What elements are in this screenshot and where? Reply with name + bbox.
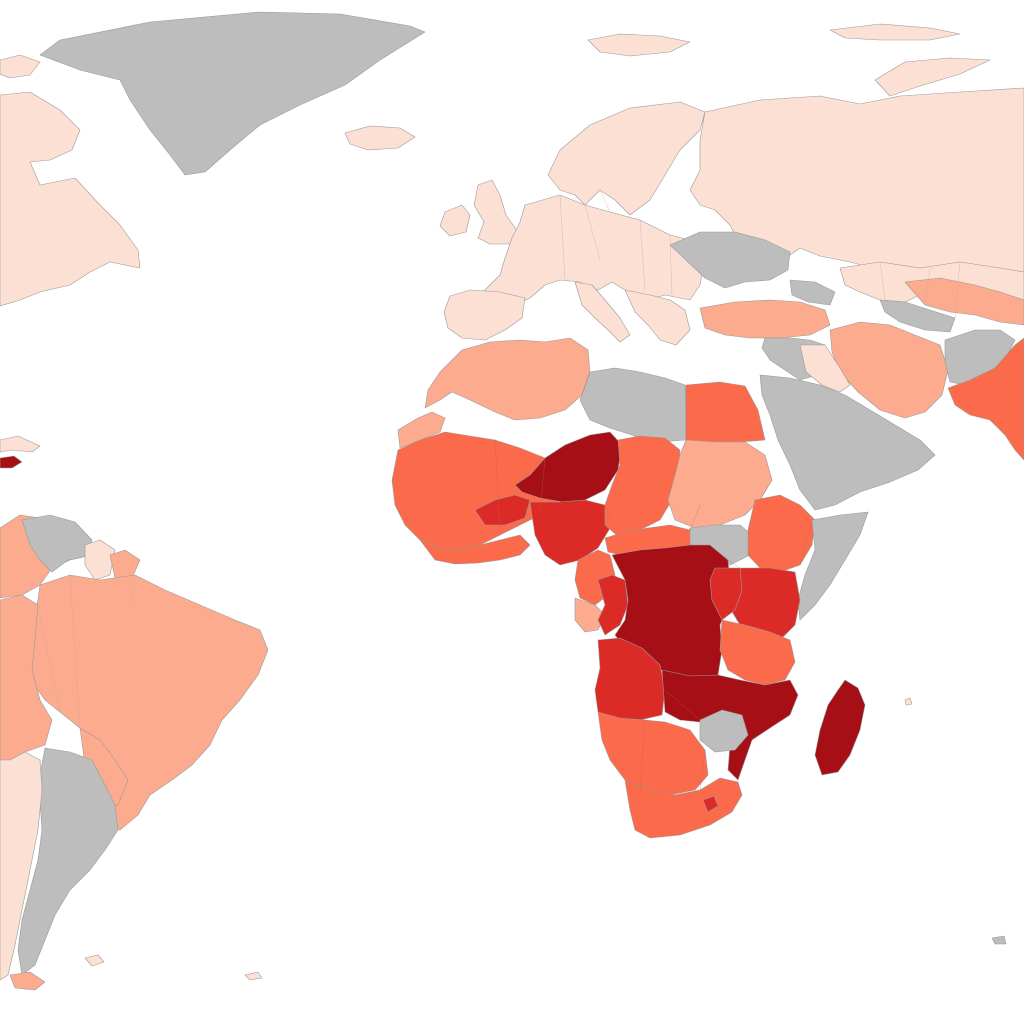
region-angola [594,637,666,721]
region-somalia [797,511,869,621]
region-south-georgia [244,971,263,981]
region-novaya-zemlya [874,57,991,97]
region-afghanistan [944,329,1016,386]
region-north-africa-west [424,337,591,421]
region-arabia [759,374,936,511]
region-great-britain [473,179,519,245]
region-tierra-del-fuego [9,971,46,991]
region-chad [604,435,681,539]
region-ireland [439,204,471,237]
region-congo [597,574,629,636]
region-suriname [109,549,141,579]
region-falklands [84,954,105,967]
region-venezuela [21,514,93,573]
region-niger [514,431,623,503]
region-sudan [667,439,773,529]
region-ethiopia [747,494,816,573]
region-haiti [0,455,23,469]
region-libya [579,367,687,443]
region-east-africa-central [709,567,743,621]
region-canada [0,91,141,307]
region-argentina [17,747,119,976]
region-italy [574,281,631,343]
region-caucasus [789,279,836,306]
region-iberia [443,289,526,341]
region-arctic-islands [829,23,961,41]
region-pakistan-india [947,337,1024,461]
region-iceland [344,125,416,151]
region-guianas [84,539,116,581]
region-lesotho [702,795,719,813]
region-egypt [685,381,766,443]
region-mauritius [904,697,913,706]
region-turkmenistan [879,299,956,333]
region-tanzania [719,619,796,686]
country-borders [37,189,961,791]
region-greenland [39,11,426,176]
region-madagascar [814,679,866,776]
region-balkans-greece [624,289,691,346]
region-scandinavia [547,101,706,216]
region-levant [799,344,851,393]
region-chile [0,751,43,981]
region-zimbabwe [699,709,749,753]
region-cuba [0,435,41,453]
region-brazil [29,574,269,831]
region-gabon [574,597,606,633]
region-svalbard [587,33,691,57]
region-guinea-coast [419,534,531,565]
region-namibia-botswana [597,711,709,796]
region-south-africa [624,777,743,839]
region-nigeria [529,499,613,566]
region-ukraine [669,231,791,289]
region-turkey [699,299,831,339]
region-western-sahara-coast [397,411,446,449]
region-kerguelen [991,935,1007,945]
region-central-asia [904,277,1024,326]
region-canada-island [0,54,41,79]
